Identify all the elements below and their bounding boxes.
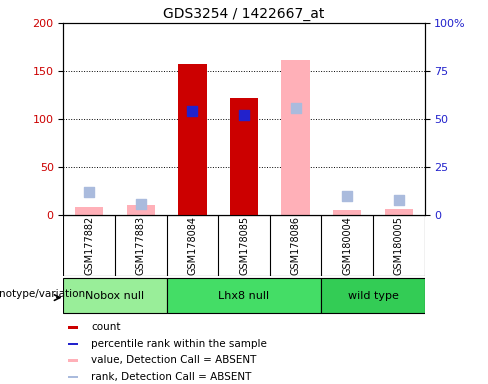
Point bbox=[85, 189, 93, 195]
Text: Nobox null: Nobox null bbox=[85, 291, 144, 301]
FancyBboxPatch shape bbox=[166, 278, 322, 313]
Bar bbox=[178, 65, 206, 215]
Text: genotype/variation: genotype/variation bbox=[0, 289, 86, 299]
Bar bbox=[75, 207, 103, 215]
Text: GSM180004: GSM180004 bbox=[342, 216, 352, 275]
Text: percentile rank within the sample: percentile rank within the sample bbox=[91, 339, 267, 349]
Bar bbox=[127, 205, 155, 215]
Text: GSM177882: GSM177882 bbox=[84, 216, 94, 275]
Bar bbox=[68, 376, 78, 378]
Text: GSM177883: GSM177883 bbox=[136, 216, 146, 275]
Bar bbox=[385, 209, 413, 215]
Text: value, Detection Call = ABSENT: value, Detection Call = ABSENT bbox=[91, 356, 256, 366]
Text: Lhx8 null: Lhx8 null bbox=[219, 291, 269, 301]
Point bbox=[292, 104, 300, 111]
Bar bbox=[333, 210, 362, 215]
Text: GSM180005: GSM180005 bbox=[394, 216, 404, 275]
Text: wild type: wild type bbox=[347, 291, 398, 301]
Text: GSM178085: GSM178085 bbox=[239, 216, 249, 275]
Bar bbox=[68, 359, 78, 362]
Text: GSM178084: GSM178084 bbox=[187, 216, 198, 275]
Bar bbox=[230, 98, 258, 215]
Title: GDS3254 / 1422667_at: GDS3254 / 1422667_at bbox=[163, 7, 325, 21]
Text: rank, Detection Call = ABSENT: rank, Detection Call = ABSENT bbox=[91, 372, 251, 382]
Bar bbox=[68, 343, 78, 345]
FancyBboxPatch shape bbox=[63, 278, 166, 313]
Point bbox=[395, 197, 403, 203]
Bar bbox=[282, 60, 310, 215]
Text: count: count bbox=[91, 322, 121, 332]
Bar bbox=[68, 326, 78, 329]
Point bbox=[343, 193, 351, 199]
Point bbox=[188, 108, 196, 114]
Point bbox=[137, 200, 145, 207]
Text: GSM178086: GSM178086 bbox=[290, 216, 301, 275]
FancyBboxPatch shape bbox=[322, 278, 425, 313]
Point bbox=[240, 112, 248, 118]
